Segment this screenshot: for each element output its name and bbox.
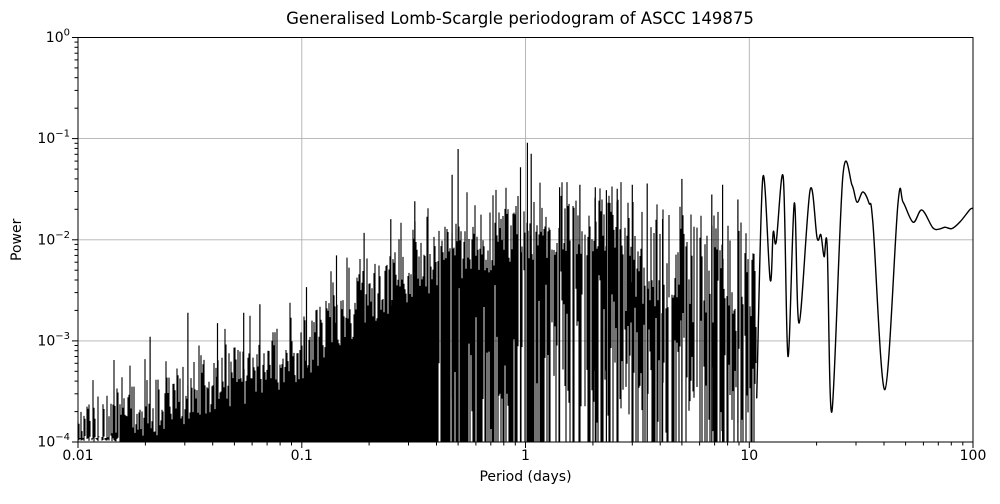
y-tick-label: 100 (46, 28, 70, 47)
x-tick-label: 100 (960, 448, 987, 464)
x-axis-label: Period (days) (479, 469, 571, 485)
chart-title: Generalised Lomb-Scargle periodogram of … (286, 9, 754, 28)
periodogram-major-peaks (149, 142, 739, 442)
axis-ticks (72, 37, 974, 448)
y-tick-label: 10−3 (37, 331, 70, 350)
y-axis-label: Power (9, 218, 25, 261)
periodogram-noise-series (77, 182, 757, 442)
x-tick-label: 0.01 (62, 448, 93, 464)
y-tick-label: 10−2 (37, 230, 70, 249)
periodogram-smooth-tail (756, 160, 974, 413)
x-tick-label: 0.1 (291, 448, 313, 464)
x-tick-label: 1 (521, 448, 530, 464)
y-tick-label: 10−1 (37, 129, 70, 148)
x-tick-label: 10 (740, 448, 758, 464)
